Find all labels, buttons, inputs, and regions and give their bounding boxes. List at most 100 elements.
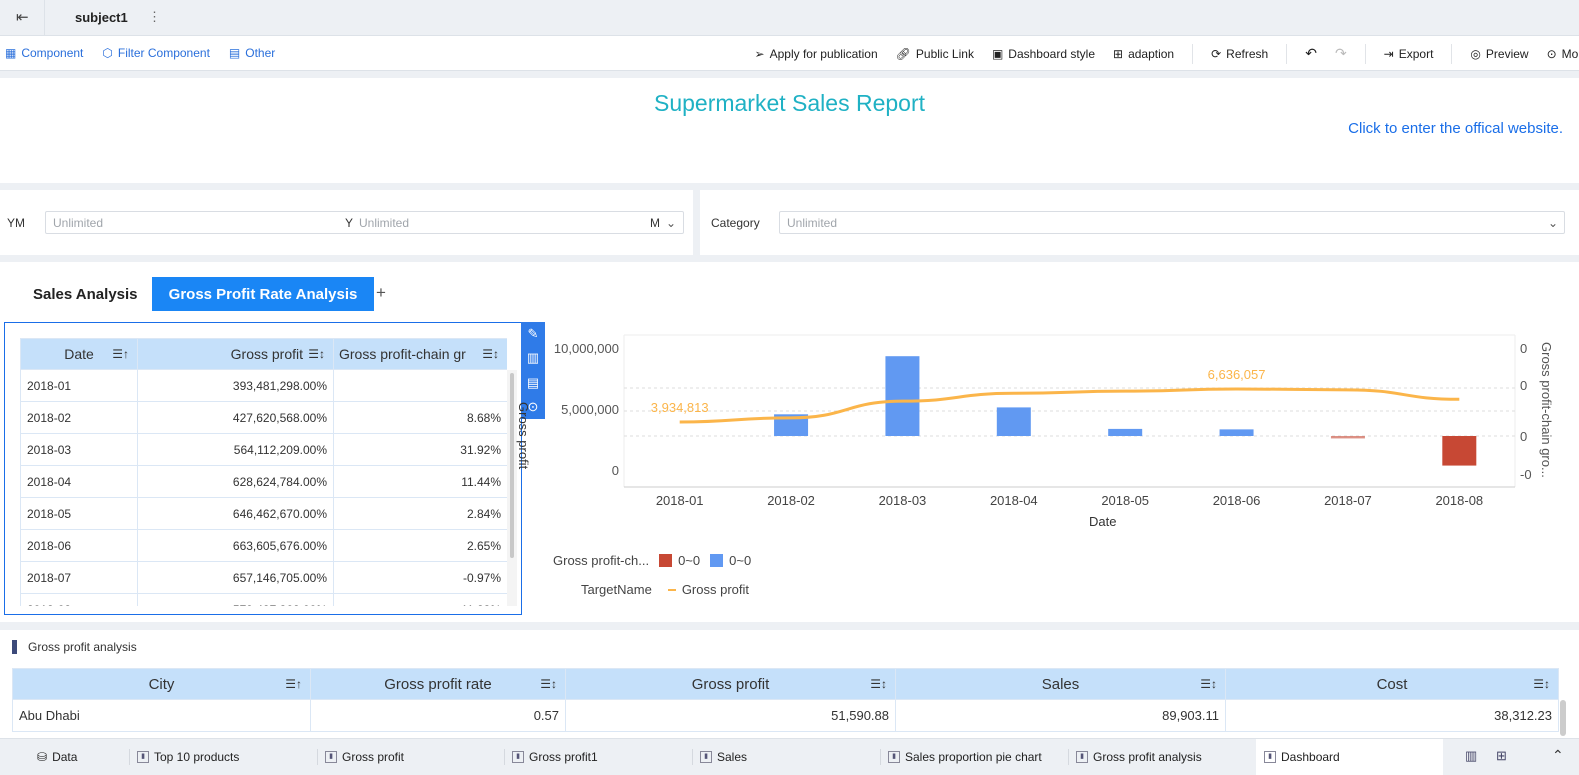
- public-link-label: Public Link: [915, 46, 974, 61]
- sheet-tab[interactable]: ▮ Top 10 products: [129, 739, 239, 775]
- other-button[interactable]: ▤ Other: [229, 46, 275, 60]
- dashboard-style-button[interactable]: ▣ Dashboard style: [992, 47, 1095, 61]
- sort-icon[interactable]: ☰↕: [1200, 677, 1217, 691]
- table-widget[interactable]: Date ☰↑ Gross profit ☰↕ Gross profit-chain…: [4, 322, 522, 615]
- vertical-dots-icon[interactable]: ⋮: [148, 9, 161, 24]
- column-header[interactable]: Gross profit ☰↕: [565, 668, 896, 700]
- add-dashboard-icon[interactable]: ⊞: [1496, 748, 1507, 763]
- sort-icon[interactable]: ☰↕: [540, 677, 557, 691]
- table-scrollbar[interactable]: [1560, 700, 1566, 736]
- undo-icon[interactable]: ↶: [1305, 45, 1317, 61]
- filter-component-button[interactable]: ⬡ Filter Component: [102, 46, 210, 60]
- legend-label[interactable]: 0~0: [729, 553, 752, 568]
- table-header-row: Date ☰↑ Gross profit ☰↕ Gross profit-chain…: [20, 338, 507, 370]
- date-cell: 2018-06: [20, 529, 138, 562]
- sheet-tab[interactable]: ▮ Dashboard: [1256, 739, 1443, 775]
- header-label: Gross profit rate: [384, 675, 492, 693]
- sheet-tab[interactable]: ▮ Gross profit1: [504, 739, 598, 775]
- column-header-date[interactable]: Date ☰↑: [20, 338, 138, 370]
- gross-profit-cell: 646,462,670.00%: [137, 497, 334, 530]
- table-row[interactable]: 2018-01 393,481,298.00%: [20, 369, 507, 402]
- sort-icon[interactable]: ☰↑: [285, 677, 302, 691]
- chevron-down-icon[interactable]: ⌄: [1547, 215, 1558, 230]
- column-header[interactable]: Sales ☰↕: [895, 668, 1226, 700]
- table-header-row: City ☰↑ Gross profit rate ☰↕ Gross profit ☰↕ S…: [12, 668, 1559, 700]
- edit-icon[interactable]: ✎: [527, 326, 539, 342]
- expand-up-icon[interactable]: ⌃: [1552, 747, 1564, 763]
- sheet-tab-label: Sales: [717, 750, 748, 764]
- gross-profit-line: [679, 387, 1460, 424]
- chain-growth-cell: 31.92%: [333, 433, 507, 466]
- y2-tick-label: 0: [1520, 341, 1527, 356]
- sort-icon[interactable]: ☰↕: [870, 677, 887, 691]
- table-row[interactable]: 2018-06 663,605,676.00% 2.65%: [20, 529, 507, 562]
- more-button[interactable]: ⊙ More: [1547, 47, 1579, 61]
- subject-tab[interactable]: subject1: [75, 10, 128, 25]
- sort-icon[interactable]: ☰↕: [1533, 677, 1550, 691]
- table-row[interactable]: 2018-05 646,462,670.00% 2.84%: [20, 497, 507, 530]
- sort-icon[interactable]: ☰↑: [112, 347, 129, 361]
- date-cell: 2018-08: [20, 593, 138, 606]
- tab-gross-profit-rate-analysis[interactable]: Gross Profit Rate Analysis: [152, 277, 374, 311]
- export-button[interactable]: ⇥ Export: [1384, 47, 1434, 61]
- apply-publication-button[interactable]: ➢ Apply for publication: [755, 47, 878, 61]
- filter-component-label: Filter Component: [117, 46, 210, 60]
- component-button[interactable]: ▦ Component: [5, 46, 83, 60]
- comment-icon[interactable]: ▤: [526, 374, 540, 390]
- refresh-button[interactable]: ⟳ Refresh: [1211, 47, 1268, 61]
- y2-tick-label: 0: [1520, 429, 1527, 444]
- table-cell: 51,590.88: [565, 699, 896, 732]
- table-row[interactable]: 2018-07 657,146,705.00% -0.97%: [20, 561, 507, 594]
- sheet-tab-label: Sales proportion pie chart: [905, 750, 1042, 764]
- preview-icon: ◎: [1470, 46, 1481, 61]
- table-row[interactable]: 2018-08579,487,368.00%-11.83%: [20, 593, 507, 606]
- category-filter-panel: Category Unlimited ⌄: [700, 190, 1579, 255]
- tab-sales-analysis[interactable]: Sales Analysis: [33, 286, 138, 303]
- sort-icon[interactable]: ☰↕: [482, 347, 499, 361]
- official-website-link[interactable]: Click to enter the offical website.: [1348, 120, 1563, 137]
- redo-icon[interactable]: ↷: [1334, 45, 1347, 61]
- add-tab-button[interactable]: +: [376, 283, 386, 302]
- sheet-tab[interactable]: ▮ Sales: [692, 739, 748, 775]
- collapse-icon[interactable]: ⊙: [527, 398, 539, 414]
- date-cell: 2018-07: [20, 561, 138, 594]
- preview-button[interactable]: ◎ Preview: [1470, 47, 1528, 61]
- widget-title: Gross profit analysis: [28, 640, 137, 654]
- legend-label[interactable]: 0~0: [678, 553, 701, 568]
- date-cell: 2018-01: [20, 369, 138, 402]
- scrollbar-thumb[interactable]: [510, 373, 514, 558]
- exit-icon[interactable]: ⇤: [16, 9, 29, 26]
- category-filter-input[interactable]: Unlimited ⌄: [779, 211, 1565, 234]
- column-header-gross-profit[interactable]: Gross profit ☰↕: [137, 338, 334, 370]
- legend-swatch-negative: [659, 554, 673, 567]
- divider: [1451, 43, 1453, 64]
- link-icon: 🔗︎: [895, 46, 911, 61]
- chevron-down-icon[interactable]: ⌄: [666, 215, 677, 230]
- table-row[interactable]: 2018-04 628,624,784.00% 11.44%: [20, 465, 507, 498]
- table-scrollbar[interactable]: [507, 370, 517, 606]
- chart-switch-icon[interactable]: ▥: [526, 350, 540, 366]
- sheet-tab[interactable]: ⛁ Data: [37, 739, 77, 775]
- column-header[interactable]: Cost ☰↕: [1225, 668, 1559, 700]
- legend-label[interactable]: Gross profit: [681, 582, 749, 597]
- sheet-tab[interactable]: ▮ Gross profit analysis: [1068, 739, 1202, 775]
- column-header-chain-growth[interactable]: Gross profit-chain gr ☰↕: [333, 338, 507, 370]
- table-row[interactable]: 2018-02 427,620,568.00% 8.68%: [20, 401, 507, 434]
- add-component-icon[interactable]: ▥: [1465, 748, 1478, 763]
- ym-filter-input[interactable]: Unlimited Y Unlimited M ⌄: [45, 211, 684, 234]
- column-header[interactable]: Gross profit rate ☰↕: [310, 668, 566, 700]
- legend-title: Gross profit-ch...: [553, 553, 650, 568]
- sort-icon[interactable]: ☰↕: [308, 347, 325, 361]
- public-link-button[interactable]: 🔗︎ Public Link: [896, 47, 974, 61]
- export-icon: ⇥: [1383, 46, 1394, 61]
- sheet-tab[interactable]: ▮ Gross profit: [317, 739, 404, 775]
- chart-icon: ▮: [325, 751, 337, 763]
- gross-profit-cell: 393,481,298.00%: [137, 369, 334, 402]
- table-row[interactable]: 2018-03 564,112,209.00% 31.92%: [20, 433, 507, 466]
- bar: [1330, 436, 1365, 439]
- date-cell: 2018-03: [20, 433, 138, 466]
- table-row[interactable]: Abu Dhabi 0.57 51,590.88 89,903.11 38,312.23: [12, 699, 1559, 732]
- sheet-tab[interactable]: ▮ Sales proportion pie chart: [880, 739, 1042, 775]
- column-header[interactable]: City ☰↑: [12, 668, 311, 700]
- adaption-button[interactable]: ⊞ adaption: [1113, 47, 1174, 61]
